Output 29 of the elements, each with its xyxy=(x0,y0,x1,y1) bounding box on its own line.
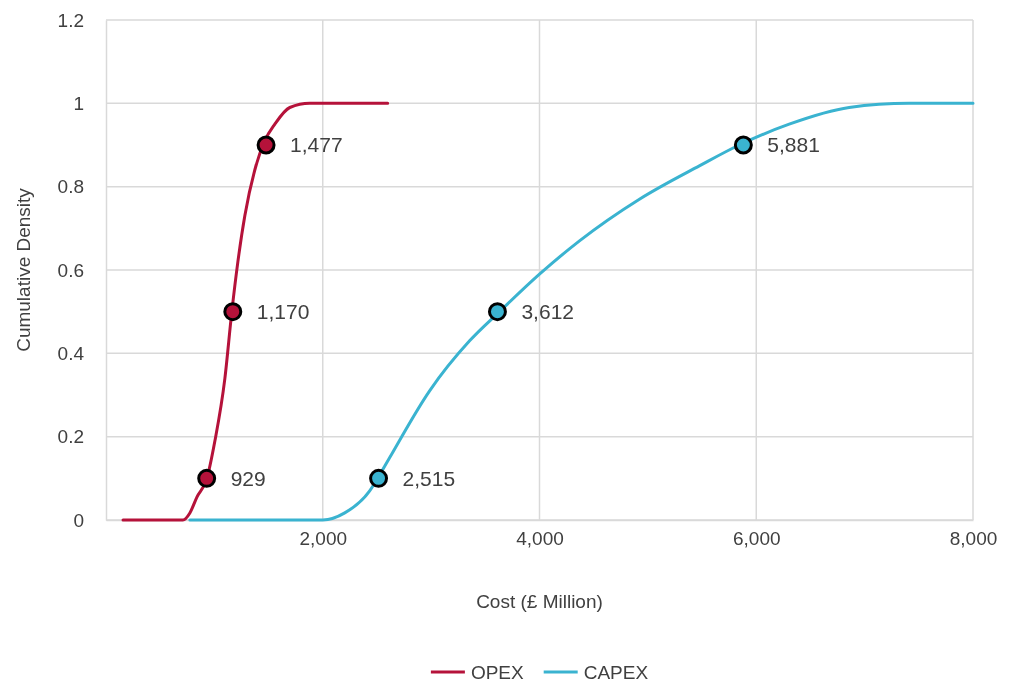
point xyxy=(487,302,507,322)
x-axis-title: Cost (£ Million) xyxy=(476,591,603,612)
y-axis-title: Cumulative Density xyxy=(13,187,34,352)
point xyxy=(197,468,217,488)
x-tick-label: 6,000 xyxy=(732,528,781,550)
y-tick-label: 0.2 xyxy=(57,426,84,448)
annotation: 2,515 xyxy=(402,466,456,490)
point xyxy=(223,302,243,322)
line-series xyxy=(121,101,390,522)
annotation: 1,477 xyxy=(290,133,343,157)
y-tick-label: 0.8 xyxy=(57,176,84,198)
annotation: 929 xyxy=(230,466,266,490)
y-tick-label: 0.4 xyxy=(57,342,85,364)
annotation: 3,612 xyxy=(521,300,575,324)
annotation: 1,170 xyxy=(256,300,310,324)
line-series xyxy=(188,101,975,522)
legend-label: OPEX xyxy=(470,661,525,683)
point xyxy=(256,135,276,155)
annotation: 5,881 xyxy=(767,133,820,157)
x-tick-label: 8,000 xyxy=(949,528,998,550)
y-tick-label: 0.6 xyxy=(57,259,84,281)
x-tick-label: 4,000 xyxy=(516,528,564,550)
x-tick-label: 2,000 xyxy=(299,528,348,550)
point xyxy=(733,135,753,155)
y-tick-label: 0 xyxy=(73,509,84,531)
legend-label: CAPEX xyxy=(583,661,649,683)
y-tick-label: 1.2 xyxy=(57,9,84,31)
y-tick-label: 1 xyxy=(73,92,84,114)
point xyxy=(369,468,389,488)
